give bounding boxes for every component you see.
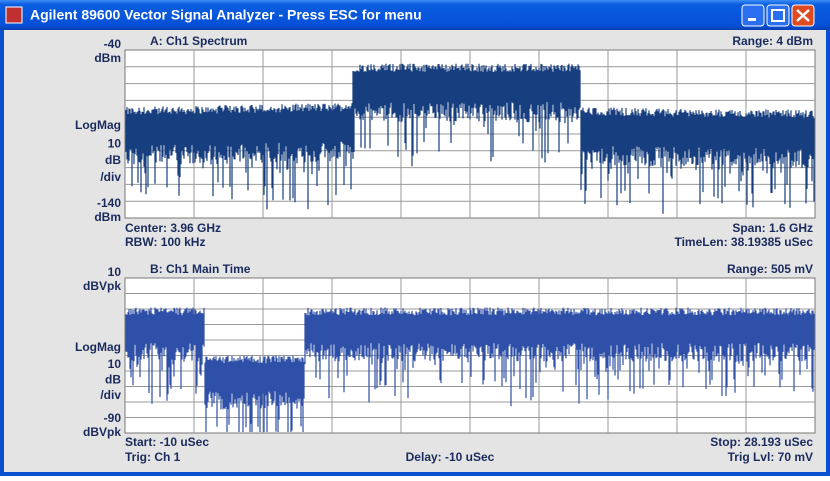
y-axis-label: -90 — [104, 411, 122, 425]
y-axis-label: /div — [100, 170, 121, 184]
range-label: Range: 505 mV — [727, 262, 813, 276]
panel-header: B: Ch1 Main Time — [150, 262, 251, 276]
y-axis-label: -140 — [97, 196, 121, 210]
minimize-button[interactable] — [741, 4, 765, 27]
y-axis-label: 10 — [108, 136, 122, 150]
close-icon — [796, 9, 810, 22]
y-axis-label: dBm — [94, 51, 121, 65]
trace — [125, 63, 815, 214]
y-axis-label: dBVpk — [83, 425, 121, 439]
footer-left: Start: -10 uSec — [125, 435, 209, 449]
footer-right: Stop: 28.193 uSec — [710, 435, 813, 449]
y-axis-label: dB — [105, 372, 121, 386]
footer-left: Center: 3.96 GHz — [125, 221, 221, 235]
y-axis-label: 10 — [108, 357, 122, 371]
panel-header: A: Ch1 Spectrum — [150, 34, 247, 48]
minimize-icon — [748, 18, 756, 21]
footer-right: Trig Lvl: 70 mV — [728, 450, 813, 464]
y-axis-label: -40 — [104, 37, 122, 51]
y-axis-label: 10 — [108, 265, 122, 279]
y-axis-label: dBm — [94, 210, 121, 224]
title-bar — [0, 0, 830, 30]
y-axis-label: LogMag — [75, 340, 121, 354]
footer-left: RBW: 100 kHz — [125, 235, 205, 249]
app-icon — [5, 6, 23, 24]
y-axis-label: dBVpk — [83, 279, 121, 293]
content: A: Ch1 Spectrum Range: 4 dBm-40dBmLogMag1… — [75, 34, 816, 464]
y-axis-label: dB — [105, 153, 121, 167]
footer-left: Trig: Ch 1 — [125, 450, 181, 464]
footer-right: Span: 1.6 GHz — [732, 221, 813, 235]
footer-right: TimeLen: 38.19385 uSec — [674, 235, 813, 249]
y-axis-label: LogMag — [75, 118, 121, 132]
y-axis-label: /div — [100, 388, 121, 402]
footer-center: Delay: -10 uSec — [406, 450, 495, 464]
window-title: Agilent 89600 Vector Signal Analyzer - P… — [30, 7, 422, 23]
range-label: Range: 4 dBm — [732, 34, 813, 48]
trace — [125, 307, 815, 432]
maximize-button[interactable] — [766, 4, 790, 27]
maximize-icon — [771, 9, 785, 22]
